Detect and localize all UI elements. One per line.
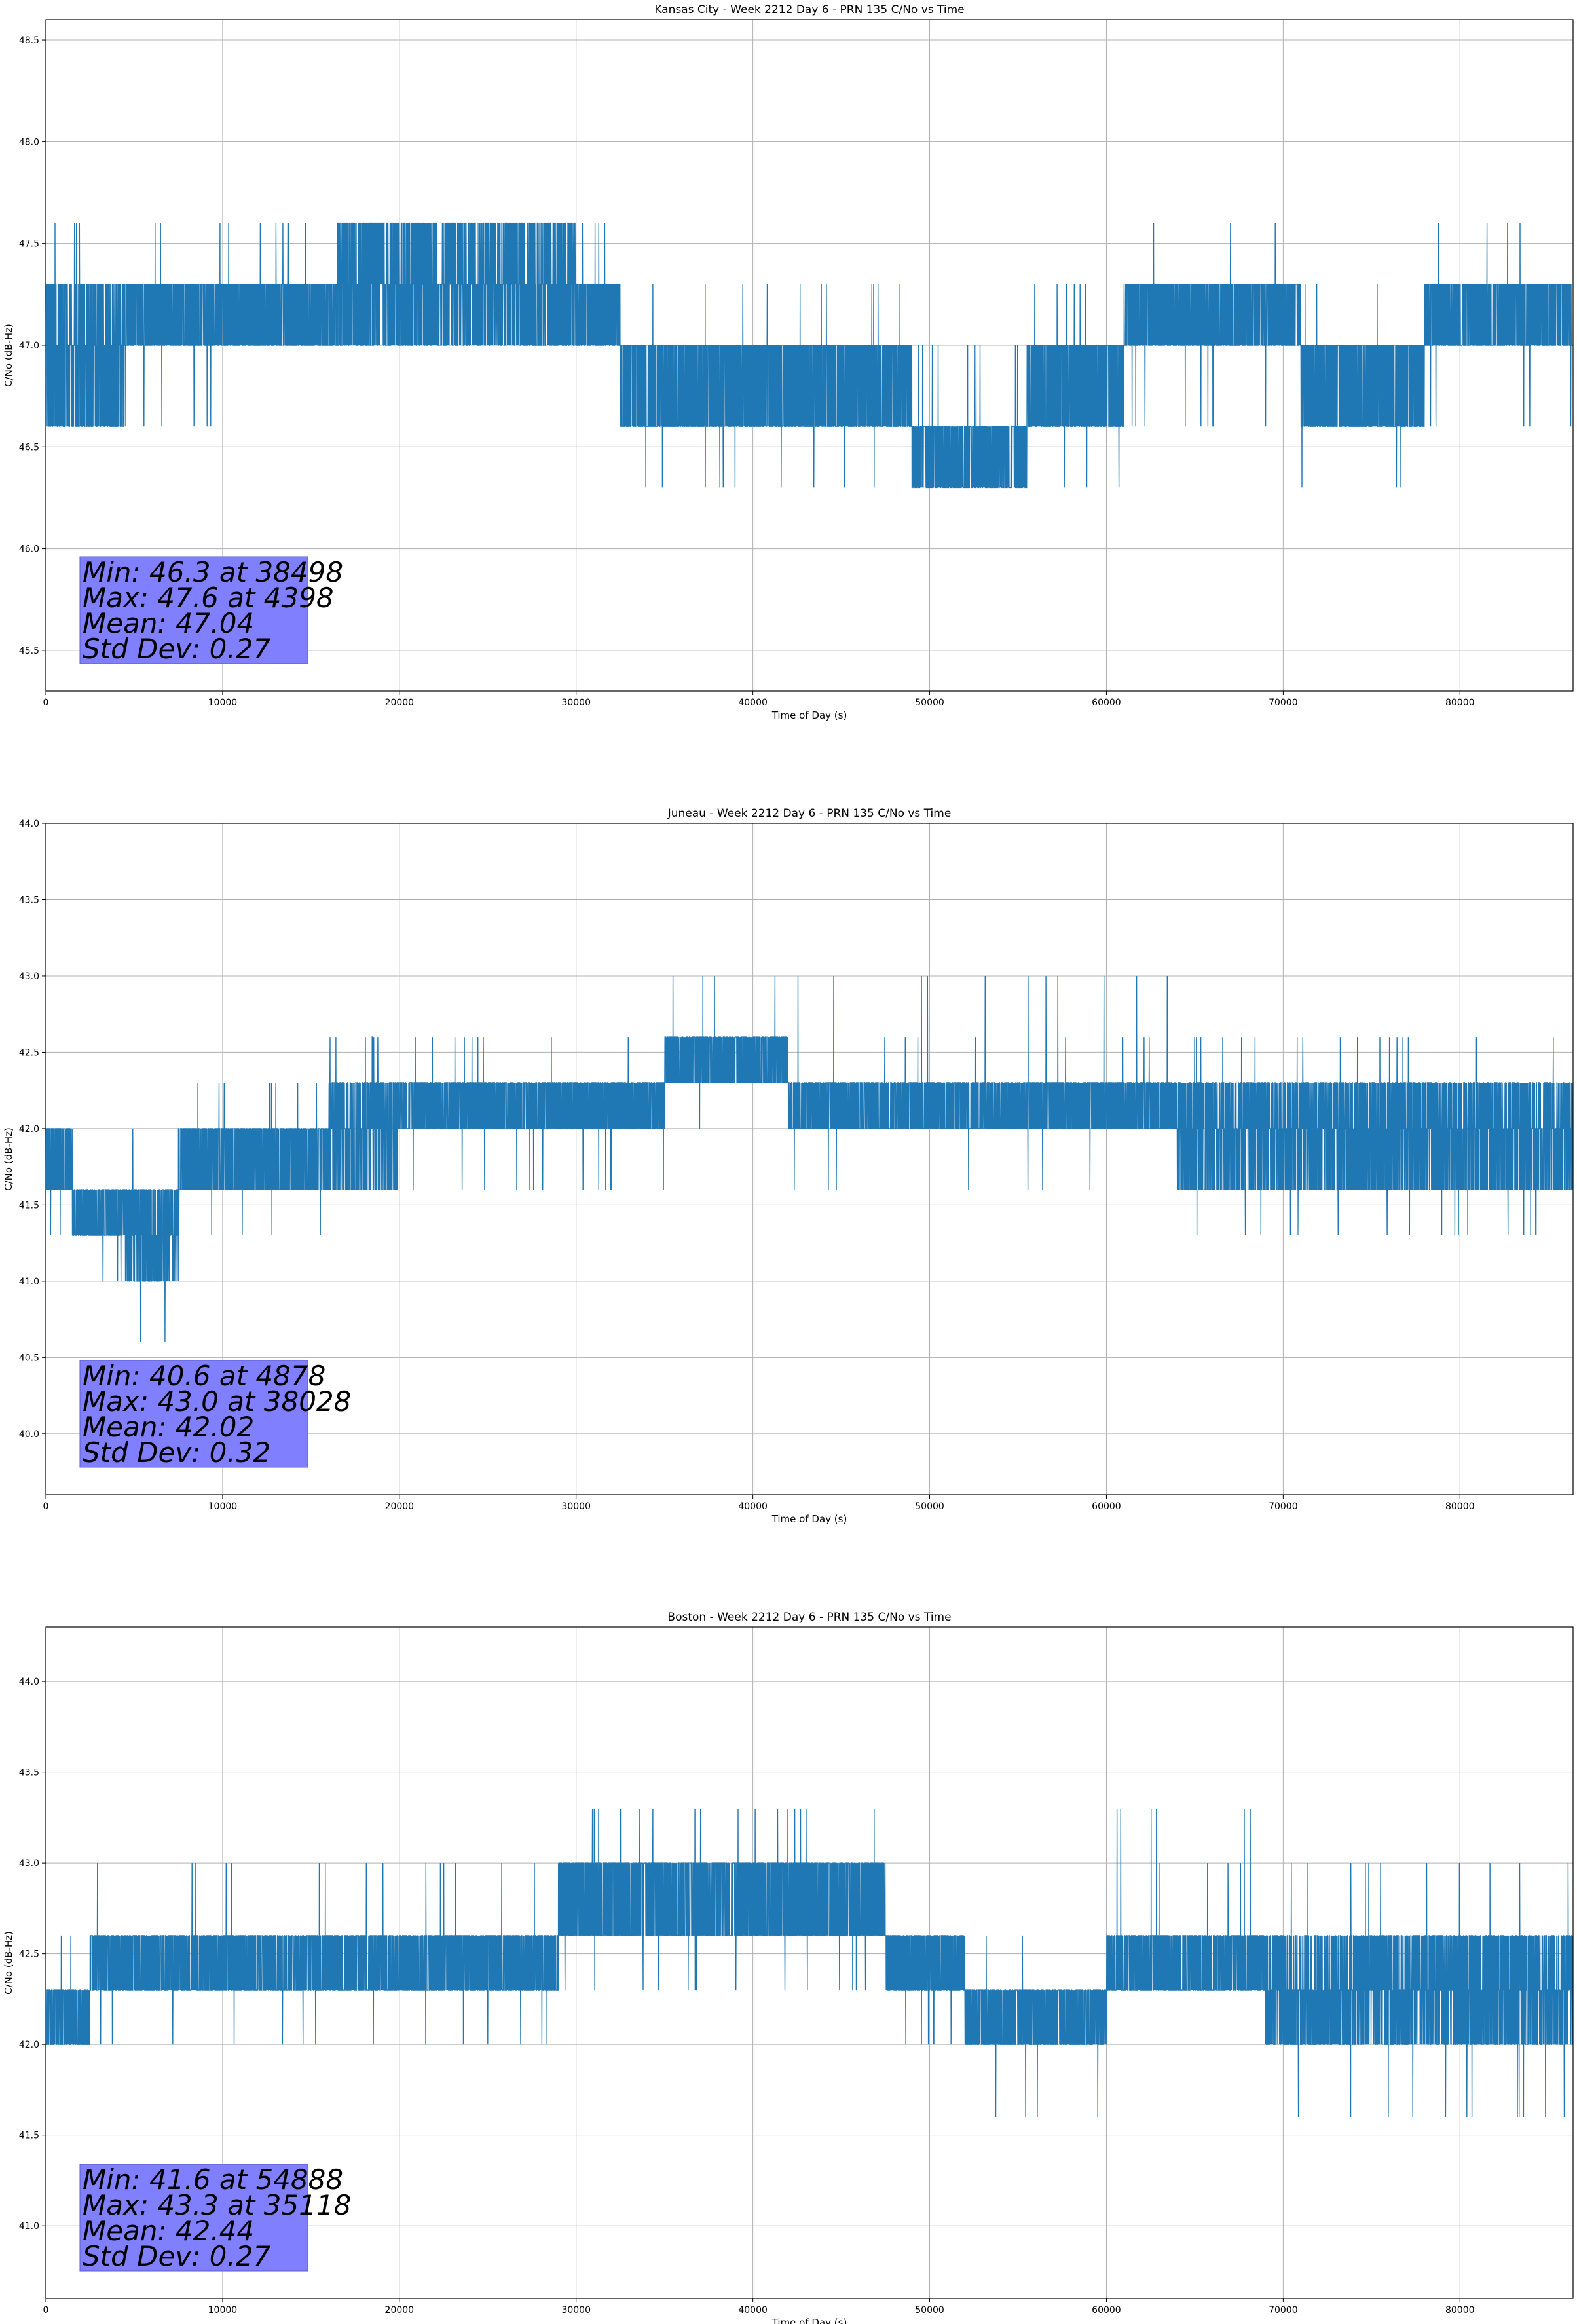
stats-line: Std Dev: 0.27 [83,2240,270,2272]
y-axis-label: C/No (dB-Hz) [3,1931,14,1995]
chart-1: Juneau - Week 2212 Day 6 - PRN 135 C/No … [3,807,1574,1525]
x-tick-label: 0 [43,1501,49,1512]
x-tick-label: 60000 [1092,1501,1121,1512]
x-axis-label: Time of Day (s) [771,1513,847,1525]
y-tick-label: 41.5 [19,2131,39,2141]
y-tick-label: 41.0 [19,1277,39,1287]
y-tick-label: 41.0 [19,2221,39,2232]
x-tick-label: 80000 [1445,698,1475,708]
y-tick-label: 48.0 [19,137,39,147]
x-tick-label: 0 [43,2305,49,2315]
x-tick-label: 60000 [1092,2305,1121,2315]
y-tick-label: 47.5 [19,239,39,250]
y-tick-label: 45.5 [19,646,39,656]
x-tick-label: 70000 [1269,2305,1298,2315]
y-tick-label: 40.5 [19,1353,39,1363]
x-tick-label: 20000 [385,698,415,708]
x-tick-label: 70000 [1269,698,1298,708]
y-tick-label: 42.0 [19,2040,39,2050]
y-tick-label: 43.5 [19,1768,39,1778]
stats-line: Max: 47.6 at 4398 [83,582,334,614]
x-tick-label: 50000 [915,2305,944,2315]
x-tick-label: 40000 [738,2305,768,2315]
plot-frame [45,1626,1574,2299]
y-tick-label: 44.0 [19,1677,39,1687]
chart-0: Kansas City - Week 2212 Day 6 - PRN 135 … [3,3,1574,721]
x-tick-label: 80000 [1445,1501,1475,1512]
y-tick-label: 41.5 [19,1200,39,1210]
chart-title: Kansas City - Week 2212 Day 6 - PRN 135 … [654,3,964,16]
stats-line: Mean: 42.02 [83,1411,254,1443]
x-tick-label: 30000 [561,698,591,708]
x-tick-label: 30000 [561,2305,591,2315]
chart-2: Boston - Week 2212 Day 6 - PRN 135 C/No … [3,1611,1574,2324]
y-tick-label: 46.0 [19,544,39,555]
y-tick-label: 44.0 [19,819,39,829]
stats-line: Mean: 47.04 [83,607,254,639]
x-axis-label: Time of Day (s) [771,2317,847,2324]
y-axis-label: C/No (dB-Hz) [3,324,14,387]
stats-line: Std Dev: 0.32 [83,1436,270,1469]
x-tick-label: 10000 [208,1501,238,1512]
cno-series-line [45,975,1573,1343]
x-tick-label: 80000 [1445,2305,1475,2315]
x-tick-label: 70000 [1269,1501,1298,1512]
y-tick-label: 40.0 [19,1429,39,1440]
plot-frame [45,823,1574,1495]
x-tick-label: 10000 [208,698,238,708]
y-tick-label: 47.0 [19,341,39,351]
y-tick-label: 43.5 [19,895,39,905]
stats-box [79,556,308,664]
stats-line: Min: 41.6 at 54888 [83,2164,343,2196]
charts-container: Kansas City - Week 2212 Day 6 - PRN 135 … [3,3,1574,2324]
y-tick-label: 43.0 [19,1858,39,1869]
x-tick-label: 40000 [738,1501,768,1512]
y-tick-label: 46.5 [19,442,39,453]
chart-title: Juneau - Week 2212 Day 6 - PRN 135 C/No … [667,807,952,820]
y-tick-label: 43.0 [19,971,39,982]
stats-box [79,1360,308,1468]
stats-line: Max: 43.3 at 35118 [83,2189,351,2221]
y-tick-label: 42.5 [19,1047,39,1058]
stats-line: Max: 43.0 at 38028 [83,1385,351,1417]
x-tick-label: 40000 [738,698,768,708]
y-axis-label: C/No (dB-Hz) [3,1127,14,1191]
y-tick-label: 42.0 [19,1124,39,1134]
stats-box [79,2164,308,2272]
stats-line: Mean: 42.44 [83,2215,254,2247]
x-tick-label: 10000 [208,2305,238,2315]
x-tick-label: 0 [43,698,49,708]
y-tick-label: 48.5 [19,35,39,46]
x-axis-label: Time of Day (s) [771,709,847,721]
x-tick-label: 30000 [561,1501,591,1512]
x-tick-label: 50000 [915,1501,944,1512]
plot-frame [45,19,1574,692]
x-tick-label: 20000 [385,2305,415,2315]
x-tick-label: 60000 [1092,698,1121,708]
cno-series-line [45,222,1573,489]
stats-line: Std Dev: 0.27 [83,633,270,665]
cno-series-line [45,1808,1574,2118]
x-tick-label: 20000 [385,1501,415,1512]
x-tick-label: 50000 [915,698,944,708]
stats-line: Min: 40.6 at 4878 [83,1360,325,1392]
stats-line: Min: 46.3 at 38498 [83,556,343,588]
chart-title: Boston - Week 2212 Day 6 - PRN 135 C/No … [667,1611,951,1624]
y-tick-label: 42.5 [19,1949,39,1960]
